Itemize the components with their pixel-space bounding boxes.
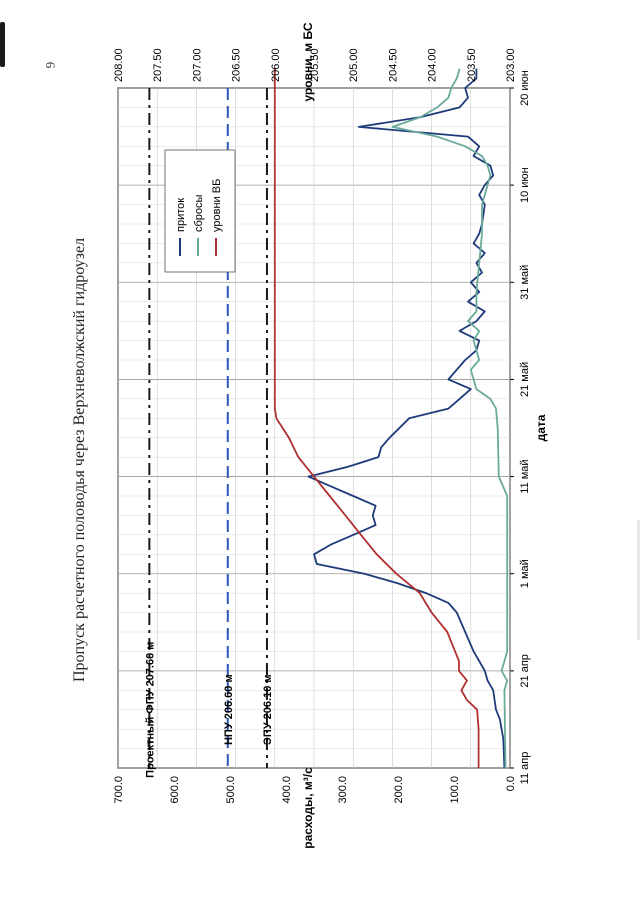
- series-lines: [273, 68, 509, 769]
- reference-line-label: НПУ 206.60 м: [223, 674, 235, 745]
- y-right-tick-label: 207.50: [152, 48, 164, 82]
- scan-edge-shadow: [637, 520, 640, 640]
- reference-line-label-group: Проектный ФПУ 207.60 м: [144, 642, 156, 778]
- y-left-tick-label: 500.0: [225, 776, 237, 804]
- legend-label-inflow: приток: [175, 198, 187, 232]
- chart-title: Пропуск расчетного половодья через Верхн…: [71, 238, 88, 682]
- y-right-tick-label: 207.00: [191, 48, 203, 82]
- page-number: 6: [43, 62, 58, 69]
- y-right-tick-label: 204.50: [387, 48, 399, 82]
- reference-line-label-group: НПУ 206.60 м: [223, 674, 235, 745]
- x-tick-label: 11 апр: [519, 752, 531, 785]
- axes: 11 апр 21 апр 1 май 11 май 21 май 31 май 10 ию…: [113, 48, 531, 803]
- x-tick-label: 20 июн: [519, 70, 531, 106]
- y-left-tick-label: 200.0: [393, 776, 405, 804]
- y-left-axis-title: расходы, м³/с: [301, 767, 315, 849]
- legend: приток сбросы уровни ВБ: [164, 149, 236, 273]
- y-left-tick-label: 400.0: [281, 776, 293, 804]
- y-right-tick-label: 204.00: [427, 48, 439, 82]
- legend-label-discharge: сбросы: [193, 194, 205, 232]
- y-left-tick-label: 300.0: [337, 776, 349, 804]
- y-right-axis-title: уровни, м БС: [301, 22, 315, 102]
- x-tick-label: 31 май: [519, 265, 531, 300]
- y-right-tick-label: 208.00: [113, 48, 125, 82]
- reference-line-label: Проектный ФПУ 207.60 м: [144, 642, 156, 778]
- series-line-1: [391, 68, 509, 769]
- y-right-tick-label: 203.00: [505, 48, 517, 82]
- x-tick-label: 21 май: [519, 362, 531, 397]
- x-tick-label: 21 апр: [519, 654, 531, 687]
- x-tick-label: 1 май: [519, 559, 531, 588]
- y-right-tick-label: 203.50: [466, 48, 478, 82]
- y-right-tick-label: 205.00: [348, 48, 360, 82]
- grid: [117, 87, 511, 769]
- y-right-tick-label: 206.50: [231, 48, 243, 82]
- series-line-0: [307, 68, 506, 769]
- x-tick-label: 10 июн: [519, 167, 531, 203]
- y-left-tick-label: 0.0: [505, 776, 517, 791]
- y-left-tick-label: 700.0: [113, 776, 125, 804]
- y-right-tick-label: 205.50: [309, 48, 321, 82]
- y-left-tick-label: 600.0: [169, 776, 181, 804]
- y-right-tick-label: 206.00: [270, 48, 282, 82]
- x-tick-label: 11 май: [519, 459, 531, 493]
- reference-line-label-group: ЭПУ 206.10 м: [262, 674, 274, 744]
- reference-line-label: ЭПУ 206.10 м: [262, 674, 274, 744]
- series-line-2: [273, 68, 480, 768]
- legend-label-levels: уровни ВБ: [211, 179, 223, 232]
- x-axis-title: дата: [534, 414, 548, 441]
- scan-edge-mark: [0, 22, 5, 67]
- y-left-tick-label: 100.0: [449, 776, 461, 804]
